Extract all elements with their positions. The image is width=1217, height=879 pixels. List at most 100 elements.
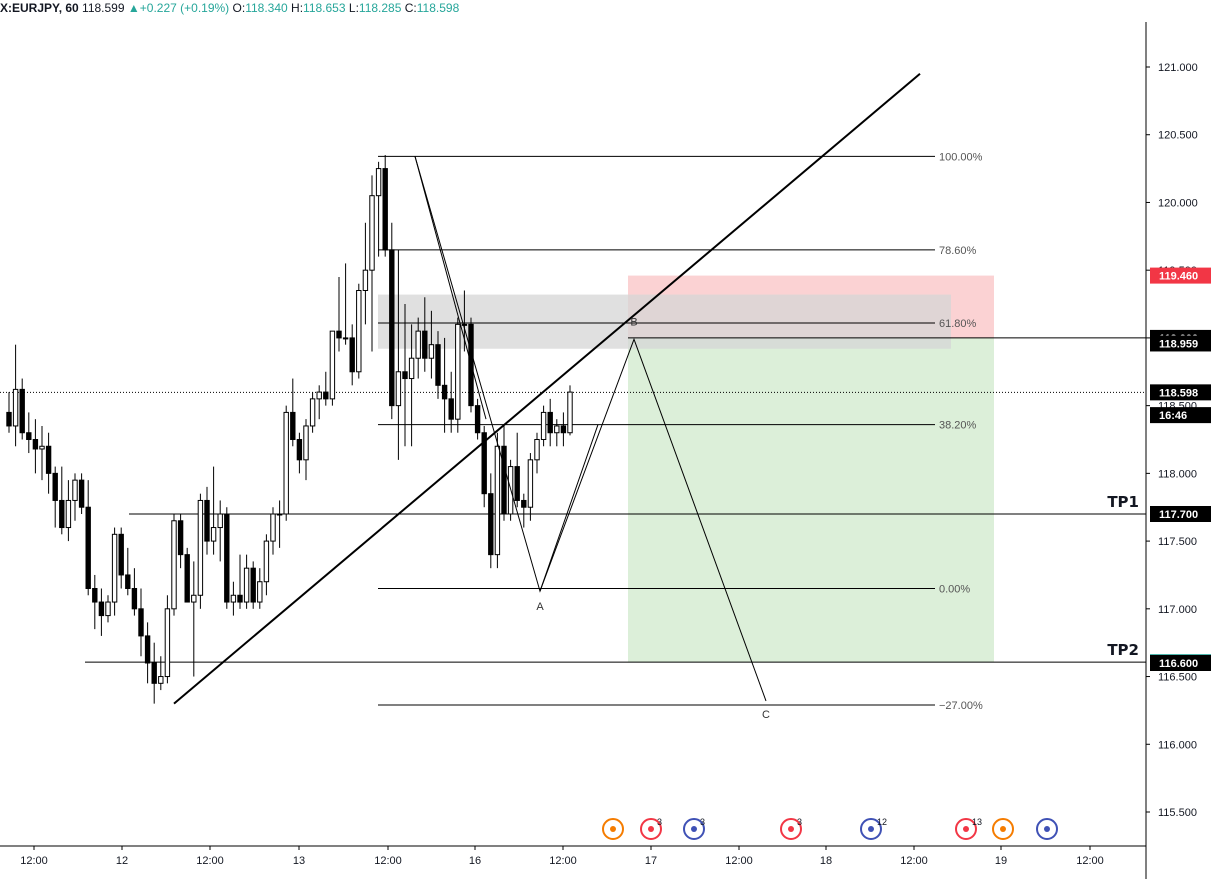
price-tag-bg [1150,407,1211,424]
event-count: 3 [797,817,802,827]
candle-body [369,195,375,271]
open-label: O: [232,1,246,15]
candle [395,249,402,460]
candle-body [323,391,329,400]
time-tick-label: 12:00 [549,855,577,867]
candle-body [448,398,454,420]
event-icon [992,818,1014,840]
event-dot [868,826,874,832]
candle-body [230,594,237,603]
candle-body [461,323,468,326]
candle [191,561,197,677]
price-tick-label: 116.000 [1158,739,1197,751]
candle [171,514,177,616]
candle [12,344,19,447]
candle [138,588,144,657]
fib-level-label: 100.00% [939,151,983,163]
time-tick-label: 19 [995,855,1007,867]
price-tick-label: 115.500 [1158,807,1197,819]
candle [257,568,263,609]
candle [270,507,276,555]
candle-body [171,520,177,610]
candle-body [554,425,560,434]
candle [309,392,316,433]
candle-body [191,594,197,603]
candle [52,466,58,528]
candle [402,304,408,447]
candle-body [521,499,527,508]
candle-body [501,445,507,515]
event-count: 3 [700,817,705,827]
price-tag: 16:46 [1150,407,1211,424]
symbol-label[interactable]: X:EURJPY, 60 [0,1,79,15]
candle [177,514,184,569]
price-tag-bg [1150,384,1211,401]
candle [362,222,369,325]
up-arrow-icon: ▲ [127,1,140,15]
candles [6,155,573,704]
event-icon: 13 [955,817,982,840]
price-tag: 116.600 [1150,655,1211,671]
candle [422,297,428,372]
candle [527,453,534,521]
time-tick-label: 12 [116,855,128,867]
price-tag-bg [1150,506,1211,522]
candle-body [32,439,39,450]
event-icon [1036,818,1058,840]
candle-body [59,499,65,529]
candle-body [540,411,547,440]
event-icon: 3 [683,817,705,840]
candle-body [342,337,349,340]
event-count: 12 [877,817,887,827]
candle-body [138,608,144,637]
candle [19,378,25,440]
candle [356,283,362,379]
candle-body [144,635,151,664]
candle-body [177,520,184,556]
candle-body [243,567,250,603]
candle [243,554,250,609]
candle-body [402,371,408,380]
candle-body [356,290,362,373]
candle-body [303,425,309,461]
candle [554,419,560,447]
candle-body [296,439,303,461]
candle [290,378,296,447]
candle-body [263,540,270,583]
event-icon: 12 [860,817,887,840]
candle [428,310,435,379]
candle [521,493,527,528]
candle [389,222,395,420]
candle-body [6,411,12,427]
time-tick-label: 12:00 [374,855,402,867]
candle-body [415,330,421,359]
candle-body [527,459,534,508]
price-tick-label: 116.500 [1158,672,1197,684]
candle [514,432,520,508]
candle [342,263,349,345]
candle-body [395,371,402,407]
time-tick-label: 12:00 [725,855,753,867]
candle-body [362,269,369,292]
candle [217,500,223,562]
price-tag-bg [1150,267,1211,284]
price-tag-bg [1150,655,1211,671]
event-dot [691,826,697,832]
event-dot [788,826,794,832]
price-tag-bg [1150,335,1211,352]
candle-body [316,391,322,400]
candle-body [567,391,573,434]
candle-body [92,588,98,603]
candle [144,622,151,684]
candle [336,276,342,352]
price-tag-label: 118.598 [1159,387,1198,399]
candle [92,574,98,630]
candle [85,480,91,596]
candle [547,398,553,447]
time-tick-label: 12:00 [1076,855,1104,867]
candle [105,595,111,623]
candle [263,534,270,596]
candle-body [560,425,567,434]
candle [210,466,217,555]
